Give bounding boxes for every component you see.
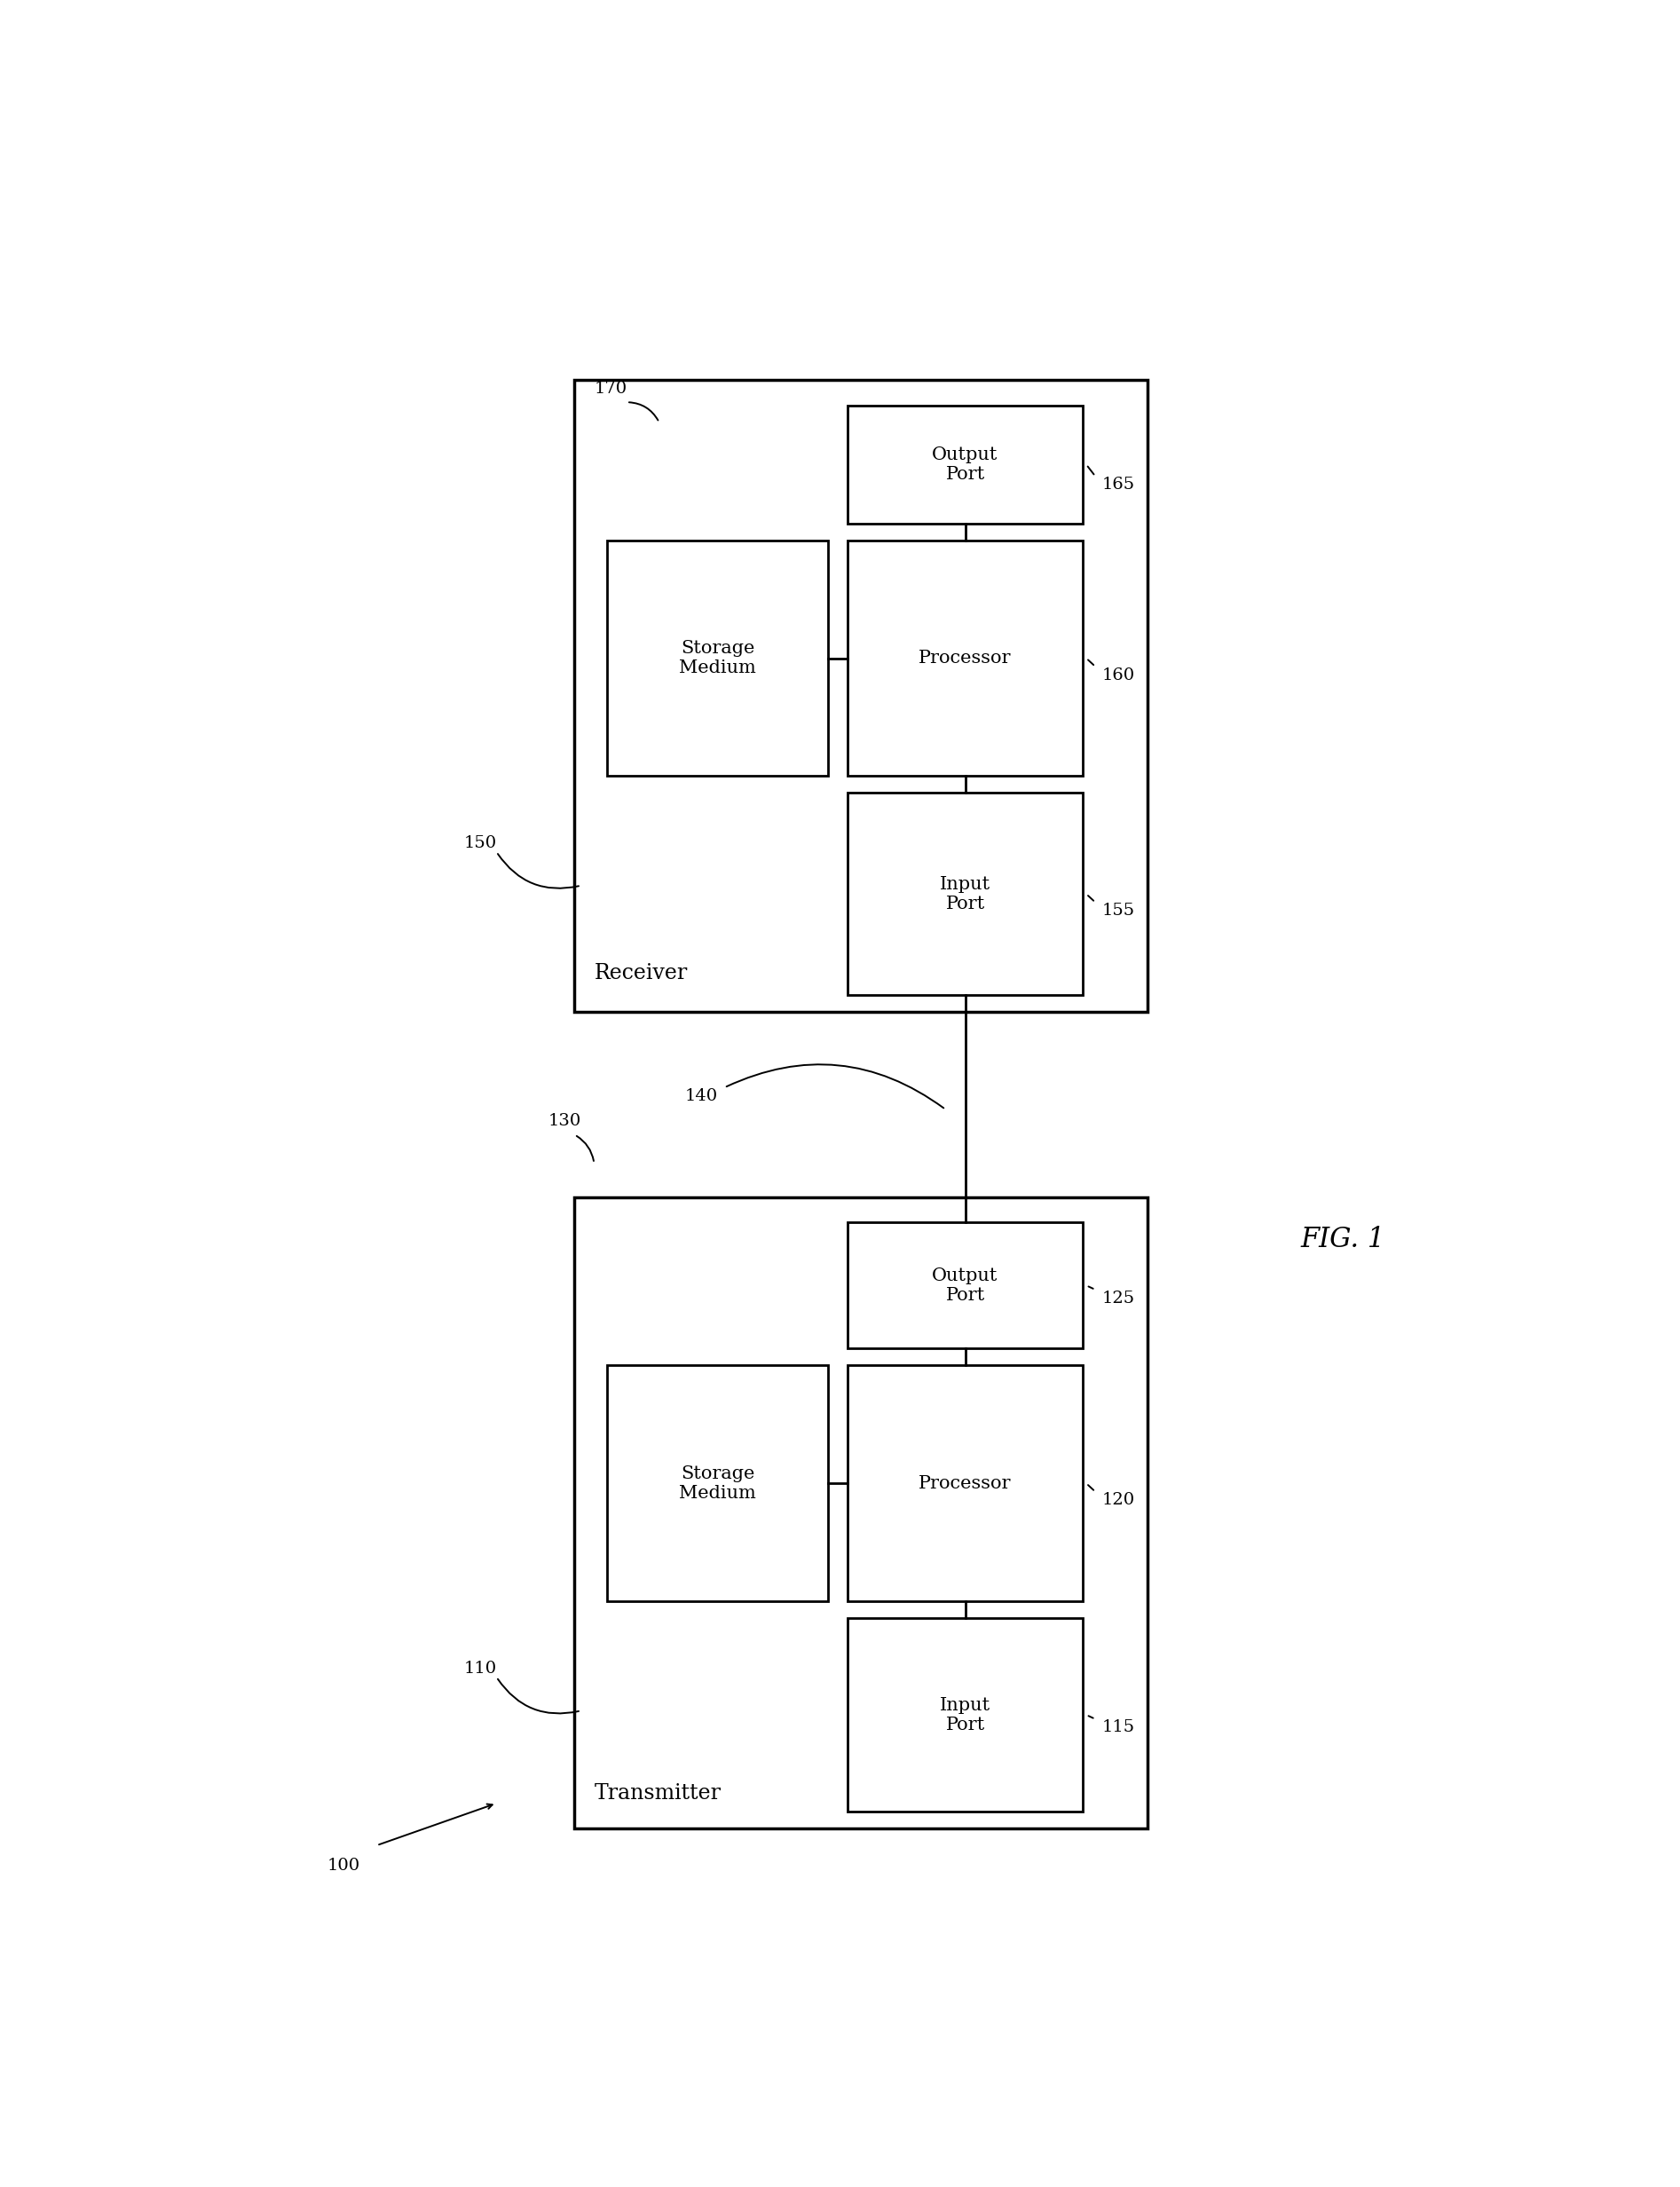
Text: 110: 110 <box>464 1660 497 1677</box>
Text: 125: 125 <box>1102 1290 1134 1306</box>
Text: 120: 120 <box>1102 1492 1134 1509</box>
Text: 170: 170 <box>595 381 627 396</box>
Text: Storage
Medium: Storage Medium <box>679 641 756 676</box>
Bar <box>848 540 1082 776</box>
Text: 115: 115 <box>1102 1719 1134 1736</box>
Text: Output
Port: Output Port <box>932 1266 998 1303</box>
Bar <box>848 405 1082 523</box>
Text: 165: 165 <box>1102 477 1134 492</box>
Text: FIG. 1: FIG. 1 <box>1300 1225 1384 1253</box>
Bar <box>848 1223 1082 1349</box>
Bar <box>606 540 828 776</box>
Text: Processor: Processor <box>919 1474 1011 1492</box>
Bar <box>848 1618 1082 1811</box>
Bar <box>848 794 1082 995</box>
Text: Storage
Medium: Storage Medium <box>679 1465 756 1502</box>
Text: 160: 160 <box>1102 667 1134 682</box>
Text: 155: 155 <box>1102 903 1134 919</box>
Text: 130: 130 <box>548 1113 581 1128</box>
Bar <box>606 1365 828 1601</box>
Text: Receiver: Receiver <box>595 962 687 984</box>
Text: Input
Port: Input Port <box>939 1697 991 1732</box>
Text: 140: 140 <box>685 1087 717 1104</box>
Text: Transmitter: Transmitter <box>595 1782 721 1804</box>
Text: 150: 150 <box>464 835 497 851</box>
Text: Input
Port: Input Port <box>939 875 991 912</box>
Bar <box>575 1196 1147 1828</box>
Text: Processor: Processor <box>919 650 1011 667</box>
Bar <box>848 1365 1082 1601</box>
Text: 100: 100 <box>328 1857 360 1874</box>
Bar <box>575 381 1147 1013</box>
Text: Output
Port: Output Port <box>932 446 998 483</box>
